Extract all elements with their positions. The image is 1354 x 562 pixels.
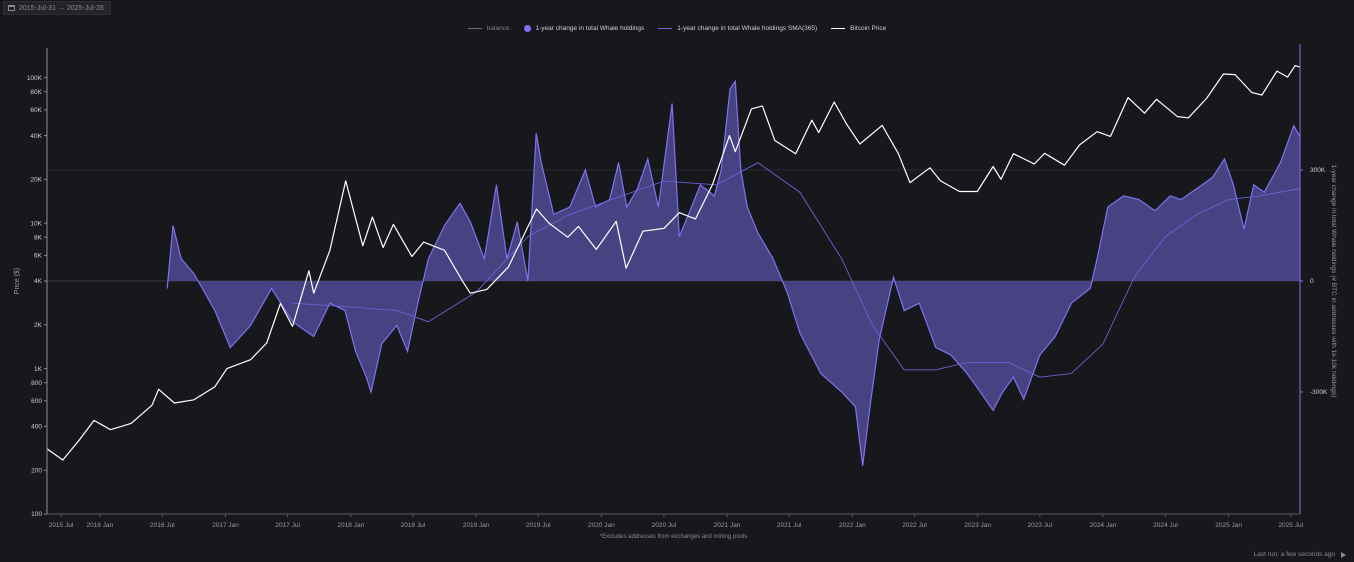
left-tick-label: 800: [31, 380, 42, 387]
x-tick-label: 2021 Jan: [714, 522, 741, 529]
right-tick-label: 0: [1310, 278, 1314, 285]
date-range-picker[interactable]: 2015-Jul-31 → 2025-Jul-28: [3, 1, 111, 15]
left-tick-label: 20K: [30, 177, 42, 184]
play-icon[interactable]: [1341, 551, 1346, 558]
left-tick-label: 4K: [34, 278, 43, 285]
left-tick-label: 200: [31, 467, 42, 474]
legend-label-whale-change: 1-year change in total Whale holdings: [535, 25, 645, 32]
x-tick-label: 2021 Jul: [777, 522, 802, 529]
x-tick-label: 2018 Jul: [401, 522, 426, 529]
whale-change-area: [167, 81, 1301, 466]
run-status: Last run: a few seconds ago: [1254, 551, 1346, 558]
x-tick-label: 2023 Jan: [964, 522, 991, 529]
x-tick-label: 2022 Jul: [902, 522, 927, 529]
right-tick-label: 300K: [1310, 167, 1326, 174]
legend-label-bitcoin-price: Bitcoin Price: [850, 25, 887, 32]
left-tick-label: 100: [31, 511, 42, 518]
legend-swatch-balance: [467, 28, 482, 29]
legend-item-balance[interactable]: balance: [467, 25, 510, 32]
legend-swatch-bitcoin-price: [831, 28, 846, 29]
x-tick-label: 2019 Jan: [463, 522, 490, 529]
x-tick-label: 2016 Jul: [150, 522, 175, 529]
legend-label-balance: balance: [486, 25, 510, 32]
whale-sma-line: [292, 162, 1301, 378]
legend-item-whale-sma[interactable]: 1-year change in total Whale holdings SM…: [658, 25, 817, 32]
x-tick-label: 2020 Jan: [588, 522, 615, 529]
left-tick-label: 40K: [30, 133, 42, 140]
x-tick-label: 2018 Jan: [337, 522, 364, 529]
x-tick-label: 2024 Jul: [1153, 522, 1178, 529]
left-tick-label: 60K: [30, 107, 42, 114]
x-tick-label: 2017 Jul: [275, 522, 300, 529]
right-axis-label: 1-year change in total Whale holdings (#…: [1330, 165, 1337, 398]
legend-item-bitcoin-price[interactable]: Bitcoin Price: [831, 25, 886, 32]
bitcoin-price-line: [46, 65, 1301, 461]
x-tick-label: 2025 Jan: [1215, 522, 1242, 529]
chart-legend: balance 1-year change in total Whale hol…: [0, 25, 1354, 32]
x-tick-label: 2017 Jan: [212, 522, 239, 529]
calendar-icon: [8, 5, 15, 11]
legend-swatch-whale-change: [523, 25, 531, 32]
left-tick-label: 80K: [30, 89, 42, 96]
left-tick-label: 10K: [30, 220, 42, 227]
left-tick-label: 600: [31, 398, 42, 405]
x-tick-label: 2016 Jan: [86, 522, 113, 529]
left-axis-label: Price ($): [14, 268, 21, 294]
legend-item-whale-change[interactable]: 1-year change in total Whale holdings: [523, 25, 645, 32]
left-tick-label: 6K: [34, 253, 43, 260]
legend-label-whale-sma: 1-year change in total Whale holdings SM…: [677, 25, 818, 32]
x-tick-label: 2023 Jul: [1027, 522, 1052, 529]
left-tick-label: 1K: [34, 366, 43, 373]
x-tick-label: 2015 Jul: [49, 522, 74, 529]
legend-swatch-whale-sma: [658, 28, 673, 29]
x-tick-label: 2020 Jul: [652, 522, 677, 529]
left-tick-label: 2K: [34, 322, 43, 329]
left-tick-label: 400: [31, 424, 42, 431]
x-tick-label: 2022 Jan: [839, 522, 866, 529]
left-tick-label: 100K: [27, 75, 43, 82]
run-status-text: Last run: a few seconds ago: [1253, 551, 1335, 558]
date-range-text: 2015-Jul-31 → 2025-Jul-28: [19, 4, 104, 12]
x-tick-label: 2024 Jan: [1090, 522, 1117, 529]
right-tick-label: -300K: [1310, 389, 1328, 396]
left-tick-label: 8K: [34, 234, 43, 241]
chart-footnote: *Excludes addresses from exchanges and m…: [600, 534, 747, 540]
x-tick-label: 2025 Jul: [1278, 522, 1303, 529]
whale-change-line: [166, 79, 1301, 466]
x-tick-label: 2019 Jul: [526, 522, 551, 529]
